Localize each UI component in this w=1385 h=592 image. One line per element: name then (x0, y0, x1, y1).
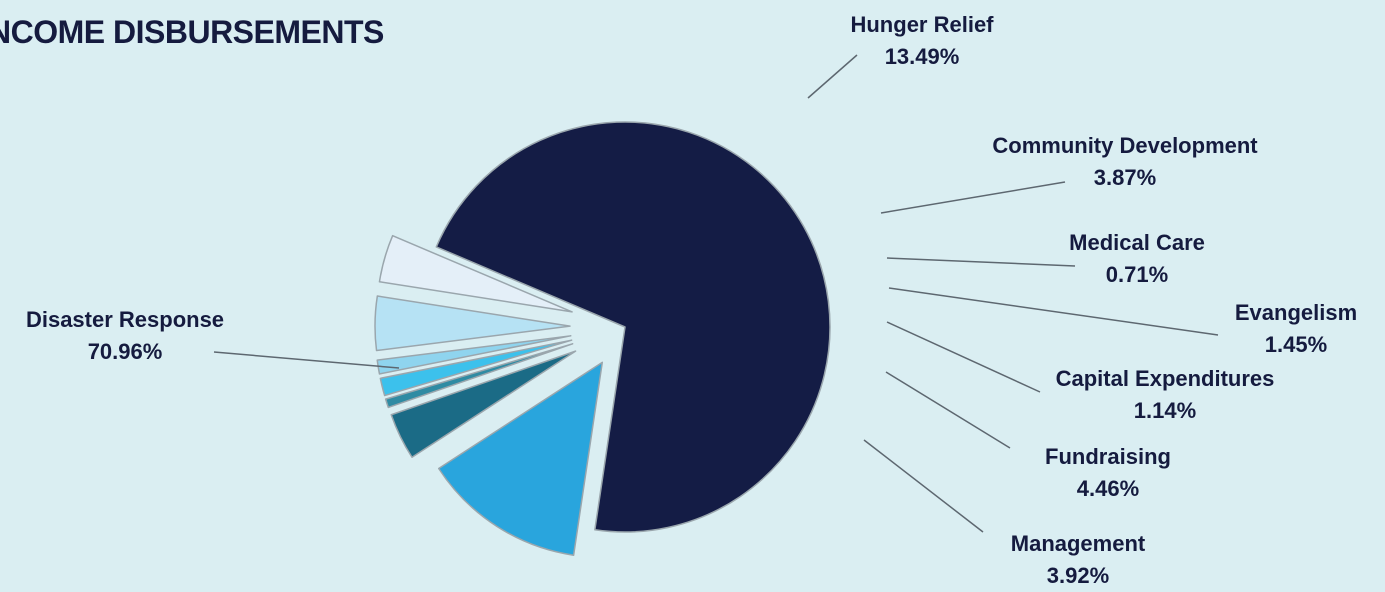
label-value: 0.71% (1105, 262, 1169, 287)
label-community-development: Community Development 3.87% (992, 130, 1257, 194)
label-value: 1.45% (1264, 332, 1328, 357)
pie-slice-disaster-response (435, 121, 831, 533)
label-value: 4.46% (1076, 476, 1140, 501)
label-name: Disaster Response (25, 307, 225, 332)
leader-line-management (863, 439, 984, 533)
leader-line-community-development (880, 181, 1066, 214)
leader-line-fundraising (885, 371, 1011, 449)
label-hunger-relief: Hunger Relief 13.49% (850, 9, 993, 73)
pie-slice-management (378, 234, 573, 313)
label-evangelism: Evangelism 1.45% (1235, 297, 1357, 361)
pie-slice-fundraising (374, 295, 571, 352)
label-medical-care: Medical Care 0.71% (1069, 227, 1205, 291)
label-value: 3.87% (1093, 165, 1157, 190)
label-name: Hunger Relief (850, 12, 994, 37)
leader-line-medical-care (886, 257, 1076, 267)
label-fundraising: Fundraising 4.46% (1045, 441, 1171, 505)
leader-line-capital-expenditures (886, 321, 1041, 393)
label-value: 70.96% (87, 339, 163, 364)
chart-title: NCOME DISBURSEMENTS (0, 14, 384, 50)
label-value: 1.14% (1133, 398, 1197, 423)
pie-slice-hunger-relief (437, 361, 604, 556)
label-name: Community Development (992, 133, 1258, 158)
label-name: Evangelism (1234, 300, 1358, 325)
label-name: Medical Care (1069, 230, 1205, 255)
leader-line-disaster-response (213, 351, 400, 369)
label-disaster-response: Disaster Response 70.96% (26, 304, 224, 368)
pie-slice-community-development (390, 350, 577, 459)
label-value: 3.92% (1046, 563, 1110, 588)
leader-line-hunger-relief (807, 54, 858, 99)
label-name: Fundraising (1045, 444, 1171, 469)
label-name: Management (1010, 531, 1146, 556)
label-management: Management 3.92% (1011, 528, 1145, 592)
label-capital-expenditures: Capital Expenditures 1.14% (1056, 363, 1275, 427)
pie-slice-capital-expenditures (376, 335, 572, 375)
label-value: 13.49% (884, 44, 960, 69)
leader-line-evangelism (888, 287, 1219, 336)
pie-slice-evangelism (379, 339, 573, 397)
label-name: Capital Expenditures (1055, 366, 1275, 391)
pie-slice-medical-care (384, 343, 574, 409)
